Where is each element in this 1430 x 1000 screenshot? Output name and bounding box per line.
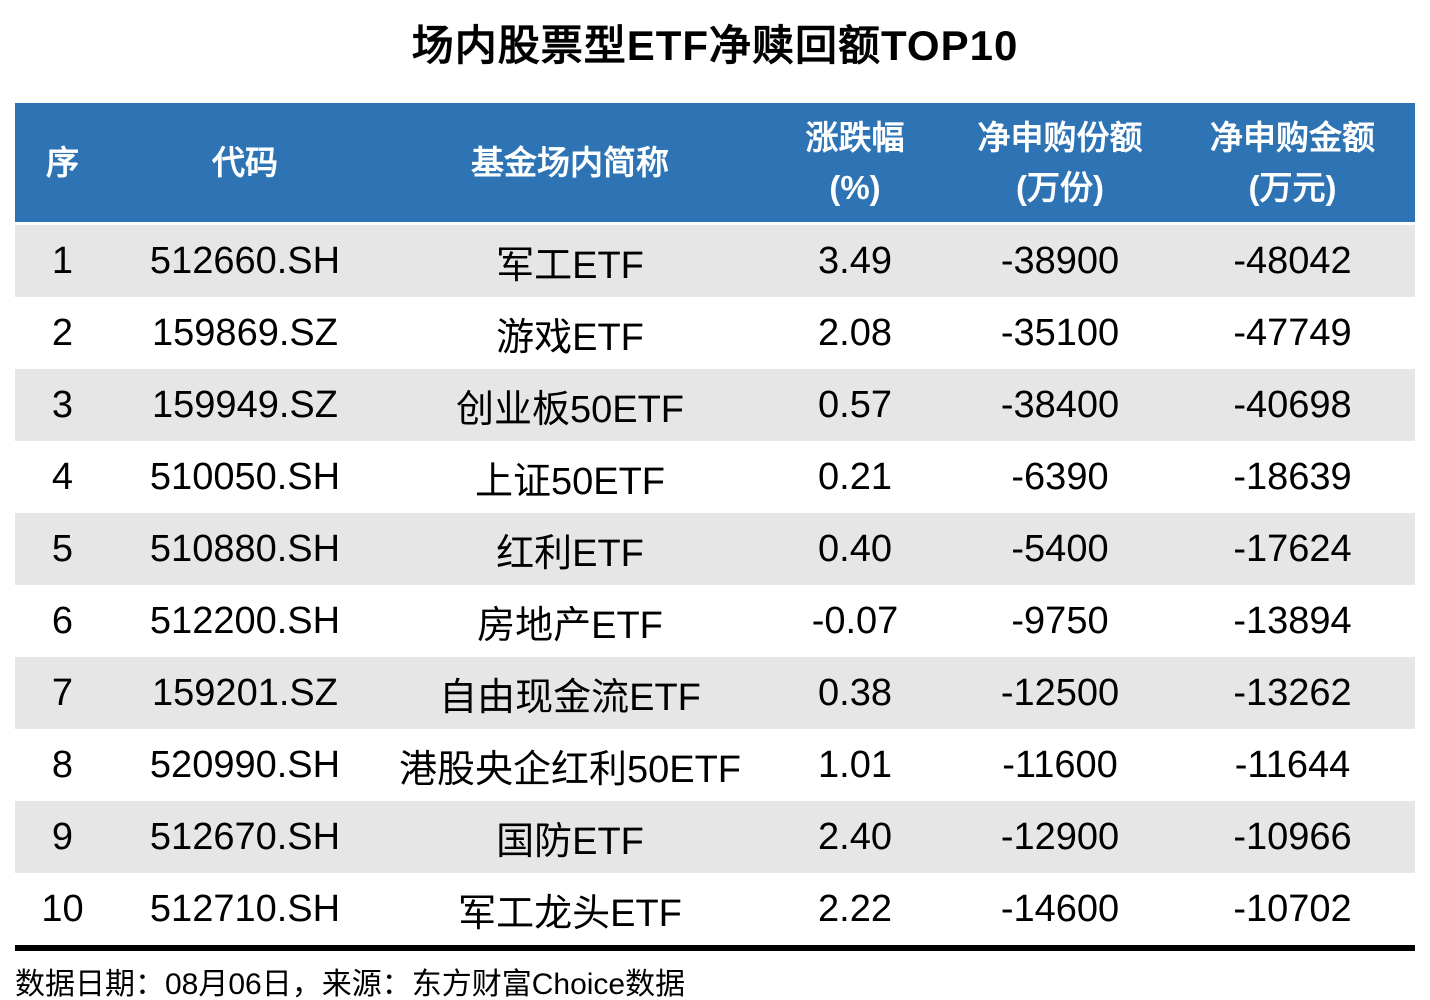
- table-row: 7 159201.SZ 自由现金流ETF 0.38 -12500 -13262: [15, 657, 1415, 729]
- table-header: 序 代码 基金场内简称 涨跌幅 (%) 净申购份额 (万份) 净申购金额 (万元…: [15, 103, 1415, 225]
- net-shares-cell: -38900: [950, 225, 1170, 297]
- table-row: 6 512200.SH 房地产ETF -0.07 -9750 -13894: [15, 585, 1415, 657]
- net-amount-cell: -13894: [1170, 585, 1415, 657]
- header-unit: (%): [829, 168, 881, 206]
- net-shares-cell: -35100: [950, 297, 1170, 369]
- change-cell: 2.08: [760, 297, 950, 369]
- header-label: 涨跌幅: [805, 118, 905, 156]
- net-amount-cell: -40698: [1170, 369, 1415, 441]
- net-amount-cell: -48042: [1170, 225, 1415, 297]
- rank-cell: 9: [15, 801, 110, 873]
- net-shares-cell: -12500: [950, 657, 1170, 729]
- name-cell: 创业板50ETF: [380, 369, 760, 441]
- rank-cell: 4: [15, 441, 110, 513]
- table-row: 3 159949.SZ 创业板50ETF 0.57 -38400 -40698: [15, 369, 1415, 441]
- col-header-name: 基金场内简称: [380, 103, 760, 225]
- data-table: 序 代码 基金场内简称 涨跌幅 (%) 净申购份额 (万份) 净申购金额 (万元…: [15, 103, 1415, 945]
- rank-cell: 5: [15, 513, 110, 585]
- table-row: 4 510050.SH 上证50ETF 0.21 -6390 -18639: [15, 441, 1415, 513]
- header-label: 序: [46, 143, 79, 181]
- net-amount-cell: -17624: [1170, 513, 1415, 585]
- code-cell: 512660.SH: [110, 225, 380, 297]
- change-cell: 0.57: [760, 369, 950, 441]
- code-cell: 159869.SZ: [110, 297, 380, 369]
- name-cell: 国防ETF: [380, 801, 760, 873]
- change-cell: 0.40: [760, 513, 950, 585]
- name-cell: 自由现金流ETF: [380, 657, 760, 729]
- name-cell: 军工ETF: [380, 225, 760, 297]
- net-shares-cell: -14600: [950, 873, 1170, 945]
- table-row: 10 512710.SH 军工龙头ETF 2.22 -14600 -10702: [15, 873, 1415, 945]
- net-shares-cell: -12900: [950, 801, 1170, 873]
- footer-divider: [15, 945, 1415, 951]
- rank-cell: 2: [15, 297, 110, 369]
- net-amount-cell: -47749: [1170, 297, 1415, 369]
- rank-cell: 3: [15, 369, 110, 441]
- net-shares-cell: -11600: [950, 729, 1170, 801]
- net-amount-cell: -13262: [1170, 657, 1415, 729]
- code-cell: 510880.SH: [110, 513, 380, 585]
- net-amount-cell: -18639: [1170, 441, 1415, 513]
- rank-cell: 10: [15, 873, 110, 945]
- table-row: 1 512660.SH 军工ETF 3.49 -38900 -48042: [15, 225, 1415, 297]
- change-cell: -0.07: [760, 585, 950, 657]
- name-cell: 军工龙头ETF: [380, 873, 760, 945]
- page-title: 场内股票型ETF净赎回额TOP10: [411, 22, 1019, 69]
- name-cell: 游戏ETF: [380, 297, 760, 369]
- change-cell: 2.40: [760, 801, 950, 873]
- table-row: 5 510880.SH 红利ETF 0.40 -5400 -17624: [15, 513, 1415, 585]
- header-label: 代码: [212, 143, 278, 181]
- col-header-code: 代码: [110, 103, 380, 225]
- net-shares-cell: -38400: [950, 369, 1170, 441]
- header-unit: (万份): [1016, 168, 1104, 206]
- name-cell: 上证50ETF: [380, 441, 760, 513]
- net-shares-cell: -9750: [950, 585, 1170, 657]
- etf-redemption-table: 序 代码 基金场内简称 涨跌幅 (%) 净申购份额 (万份) 净申购金额 (万元…: [15, 103, 1415, 1000]
- rank-cell: 6: [15, 585, 110, 657]
- name-cell: 港股央企红利50ETF: [380, 729, 760, 801]
- net-shares-cell: -5400: [950, 513, 1170, 585]
- change-cell: 2.22: [760, 873, 950, 945]
- header-label: 净申购份额: [977, 118, 1143, 156]
- col-header-net-amount: 净申购金额 (万元): [1170, 103, 1415, 225]
- table-row: 2 159869.SZ 游戏ETF 2.08 -35100 -47749: [15, 297, 1415, 369]
- code-cell: 159949.SZ: [110, 369, 380, 441]
- code-cell: 510050.SH: [110, 441, 380, 513]
- header-row: 序 代码 基金场内简称 涨跌幅 (%) 净申购份额 (万份) 净申购金额 (万元…: [15, 103, 1415, 225]
- rank-cell: 1: [15, 225, 110, 297]
- net-amount-cell: -10966: [1170, 801, 1415, 873]
- code-cell: 512200.SH: [110, 585, 380, 657]
- change-cell: 0.21: [760, 441, 950, 513]
- code-cell: 159201.SZ: [110, 657, 380, 729]
- change-cell: 1.01: [760, 729, 950, 801]
- net-shares-cell: -6390: [950, 441, 1170, 513]
- net-amount-cell: -10702: [1170, 873, 1415, 945]
- change-cell: 3.49: [760, 225, 950, 297]
- rank-cell: 8: [15, 729, 110, 801]
- table-row: 9 512670.SH 国防ETF 2.40 -12900 -10966: [15, 801, 1415, 873]
- col-header-net-shares: 净申购份额 (万份): [950, 103, 1170, 225]
- code-cell: 512670.SH: [110, 801, 380, 873]
- header-label: 基金场内简称: [471, 143, 669, 181]
- net-amount-cell: -11644: [1170, 729, 1415, 801]
- col-header-seq: 序: [15, 103, 110, 225]
- source-note: 数据日期：08月06日，来源：东方财富Choice数据: [15, 968, 686, 1000]
- col-header-change: 涨跌幅 (%): [760, 103, 950, 225]
- header-label: 净申购金额: [1210, 118, 1375, 156]
- name-cell: 红利ETF: [380, 513, 760, 585]
- table-row: 8 520990.SH 港股央企红利50ETF 1.01 -11600 -116…: [15, 729, 1415, 801]
- name-cell: 房地产ETF: [380, 585, 760, 657]
- rank-cell: 7: [15, 657, 110, 729]
- change-cell: 0.38: [760, 657, 950, 729]
- code-cell: 520990.SH: [110, 729, 380, 801]
- code-cell: 512710.SH: [110, 873, 380, 945]
- table-body: 1 512660.SH 军工ETF 3.49 -38900 -48042 2 1…: [15, 225, 1415, 945]
- header-unit: (万元): [1248, 168, 1337, 206]
